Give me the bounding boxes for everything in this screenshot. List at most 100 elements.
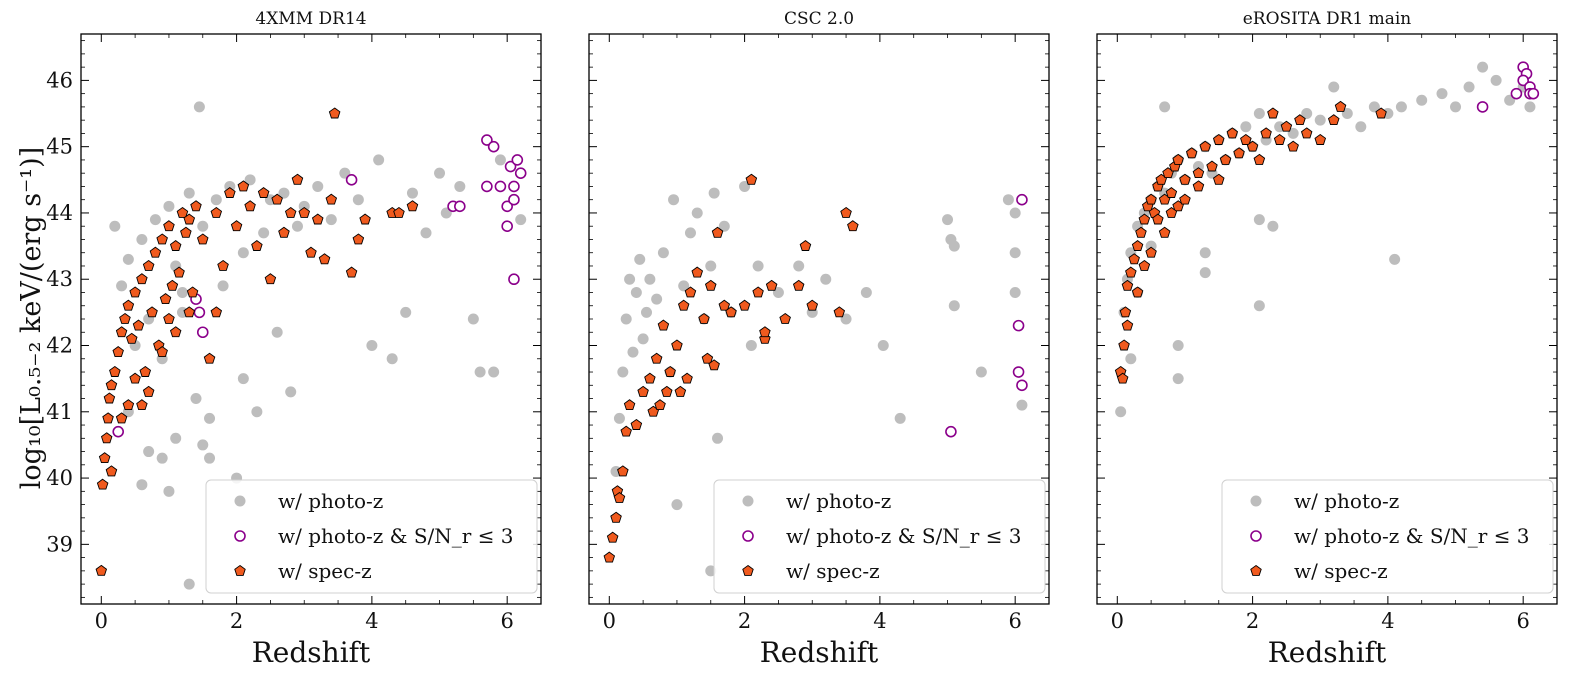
- spec-z-point: [156, 233, 168, 245]
- spec-z-point: [264, 273, 277, 285]
- photo-z-point: [644, 273, 656, 285]
- photo-z-point: [1355, 121, 1367, 133]
- photo-z-point: [1115, 406, 1127, 418]
- low-sn-point: [1517, 74, 1529, 87]
- spec-z-point: [163, 220, 175, 232]
- legend-label: w/ spec-z: [786, 559, 880, 583]
- legend-photo-marker: [234, 495, 246, 507]
- spec-z-point: [1199, 140, 1212, 152]
- photo-z-point: [143, 446, 155, 458]
- spec-z-point: [129, 286, 141, 298]
- spec-z-point: [779, 312, 791, 324]
- spec-z-point: [745, 173, 758, 185]
- photo-z-point: [860, 286, 872, 298]
- spec-z-point: [637, 385, 649, 397]
- spec-z-point: [217, 259, 229, 271]
- photo-z-point: [1172, 340, 1184, 352]
- spec-z-point: [1267, 107, 1279, 119]
- panel-1: CSC 2.0 0 2 4 6 Redshift w/ photo-z w/ photo-z …: [588, 9, 1050, 669]
- spec-z-point: [1128, 253, 1140, 265]
- x-axis-label: Redshift: [1268, 636, 1387, 669]
- y-tick-label: 44: [46, 201, 73, 225]
- spec-z-point: [1246, 140, 1259, 152]
- photo-z-point: [708, 187, 720, 199]
- photo-z-point: [325, 214, 337, 226]
- photo-z-point: [1253, 108, 1265, 120]
- spec-z-point: [1206, 160, 1218, 172]
- photo-z-point: [312, 180, 324, 192]
- spec-z-point: [613, 491, 626, 503]
- photo-z-point: [149, 214, 161, 226]
- spec-z-point: [393, 206, 405, 218]
- photo-z-point: [668, 194, 680, 206]
- photo-z-point: [190, 393, 202, 405]
- spec-z-point: [183, 306, 196, 318]
- photo-z-point: [1328, 81, 1340, 93]
- photo-z-point: [366, 340, 378, 352]
- spec-z-point: [122, 399, 135, 411]
- spec-z-point: [1192, 180, 1205, 192]
- photo-z-point: [634, 253, 646, 265]
- x-axis-label: Redshift: [252, 636, 371, 669]
- photo-z-point: [1199, 267, 1211, 279]
- spec-z-point: [684, 286, 697, 298]
- photo-z-point: [170, 432, 182, 444]
- spec-z-point: [752, 286, 764, 298]
- spec-z-point: [617, 465, 629, 477]
- spec-z-point: [112, 346, 124, 358]
- photo-z-point: [1389, 253, 1401, 265]
- spec-z-point: [163, 312, 175, 324]
- legend-lowsn-marker: [742, 530, 754, 542]
- spec-z-point: [1280, 120, 1293, 132]
- spec-z-point: [1273, 133, 1286, 145]
- spec-z-point: [186, 286, 199, 298]
- spec-z-point: [664, 365, 676, 377]
- photo-z-point: [752, 260, 764, 272]
- photo-z-point: [1172, 373, 1184, 385]
- spec-z-point: [603, 551, 616, 563]
- spec-z-point: [156, 346, 168, 358]
- photo-z-point: [1199, 247, 1211, 259]
- photo-z-point: [136, 479, 148, 491]
- photo-z-point: [1436, 88, 1448, 100]
- low-sn-point: [494, 180, 507, 193]
- photo-z-point: [1009, 247, 1021, 259]
- photo-z-point: [1002, 194, 1014, 206]
- spec-z-point: [102, 412, 114, 424]
- legend-label: w/ photo-z: [1294, 489, 1399, 513]
- spec-z-point: [105, 379, 118, 391]
- low-sn-point: [481, 134, 493, 146]
- x-tick-label: 6: [500, 609, 513, 633]
- spec-z-point: [210, 206, 223, 218]
- photo-z-point: [942, 214, 954, 226]
- spec-z-point: [630, 418, 643, 430]
- spec-z-point: [142, 385, 155, 397]
- photo-z-point: [197, 439, 209, 451]
- legend-lowsn-marker: [1250, 530, 1262, 542]
- photo-z-point: [739, 180, 751, 192]
- legend-box: [713, 479, 1046, 594]
- spec-z-point: [711, 226, 724, 238]
- spec-z-point: [224, 187, 236, 198]
- spec-z-point: [1212, 133, 1225, 145]
- low-sn-point: [514, 167, 527, 179]
- low-sn-point: [454, 200, 466, 213]
- photo-z-point: [258, 227, 270, 239]
- spec-z-point: [115, 326, 128, 338]
- photo-z-point: [637, 333, 649, 345]
- low-sn-point: [501, 200, 513, 213]
- photo-z-point: [474, 366, 486, 378]
- spec-z-point: [708, 359, 720, 371]
- photo-z-point: [627, 346, 639, 358]
- spec-z-point: [1294, 114, 1306, 126]
- plot-area: [1114, 61, 1540, 418]
- spec-z-point: [1233, 147, 1245, 159]
- spec-z-point: [1375, 107, 1387, 119]
- photo-z-point: [420, 227, 432, 239]
- spec-z-point: [328, 107, 341, 119]
- low-sn-point: [196, 326, 209, 339]
- plot-area: [603, 173, 1028, 577]
- y-tick-label: 43: [46, 267, 73, 291]
- photo-z-point: [718, 220, 730, 232]
- y-tick-label: 41: [46, 400, 73, 424]
